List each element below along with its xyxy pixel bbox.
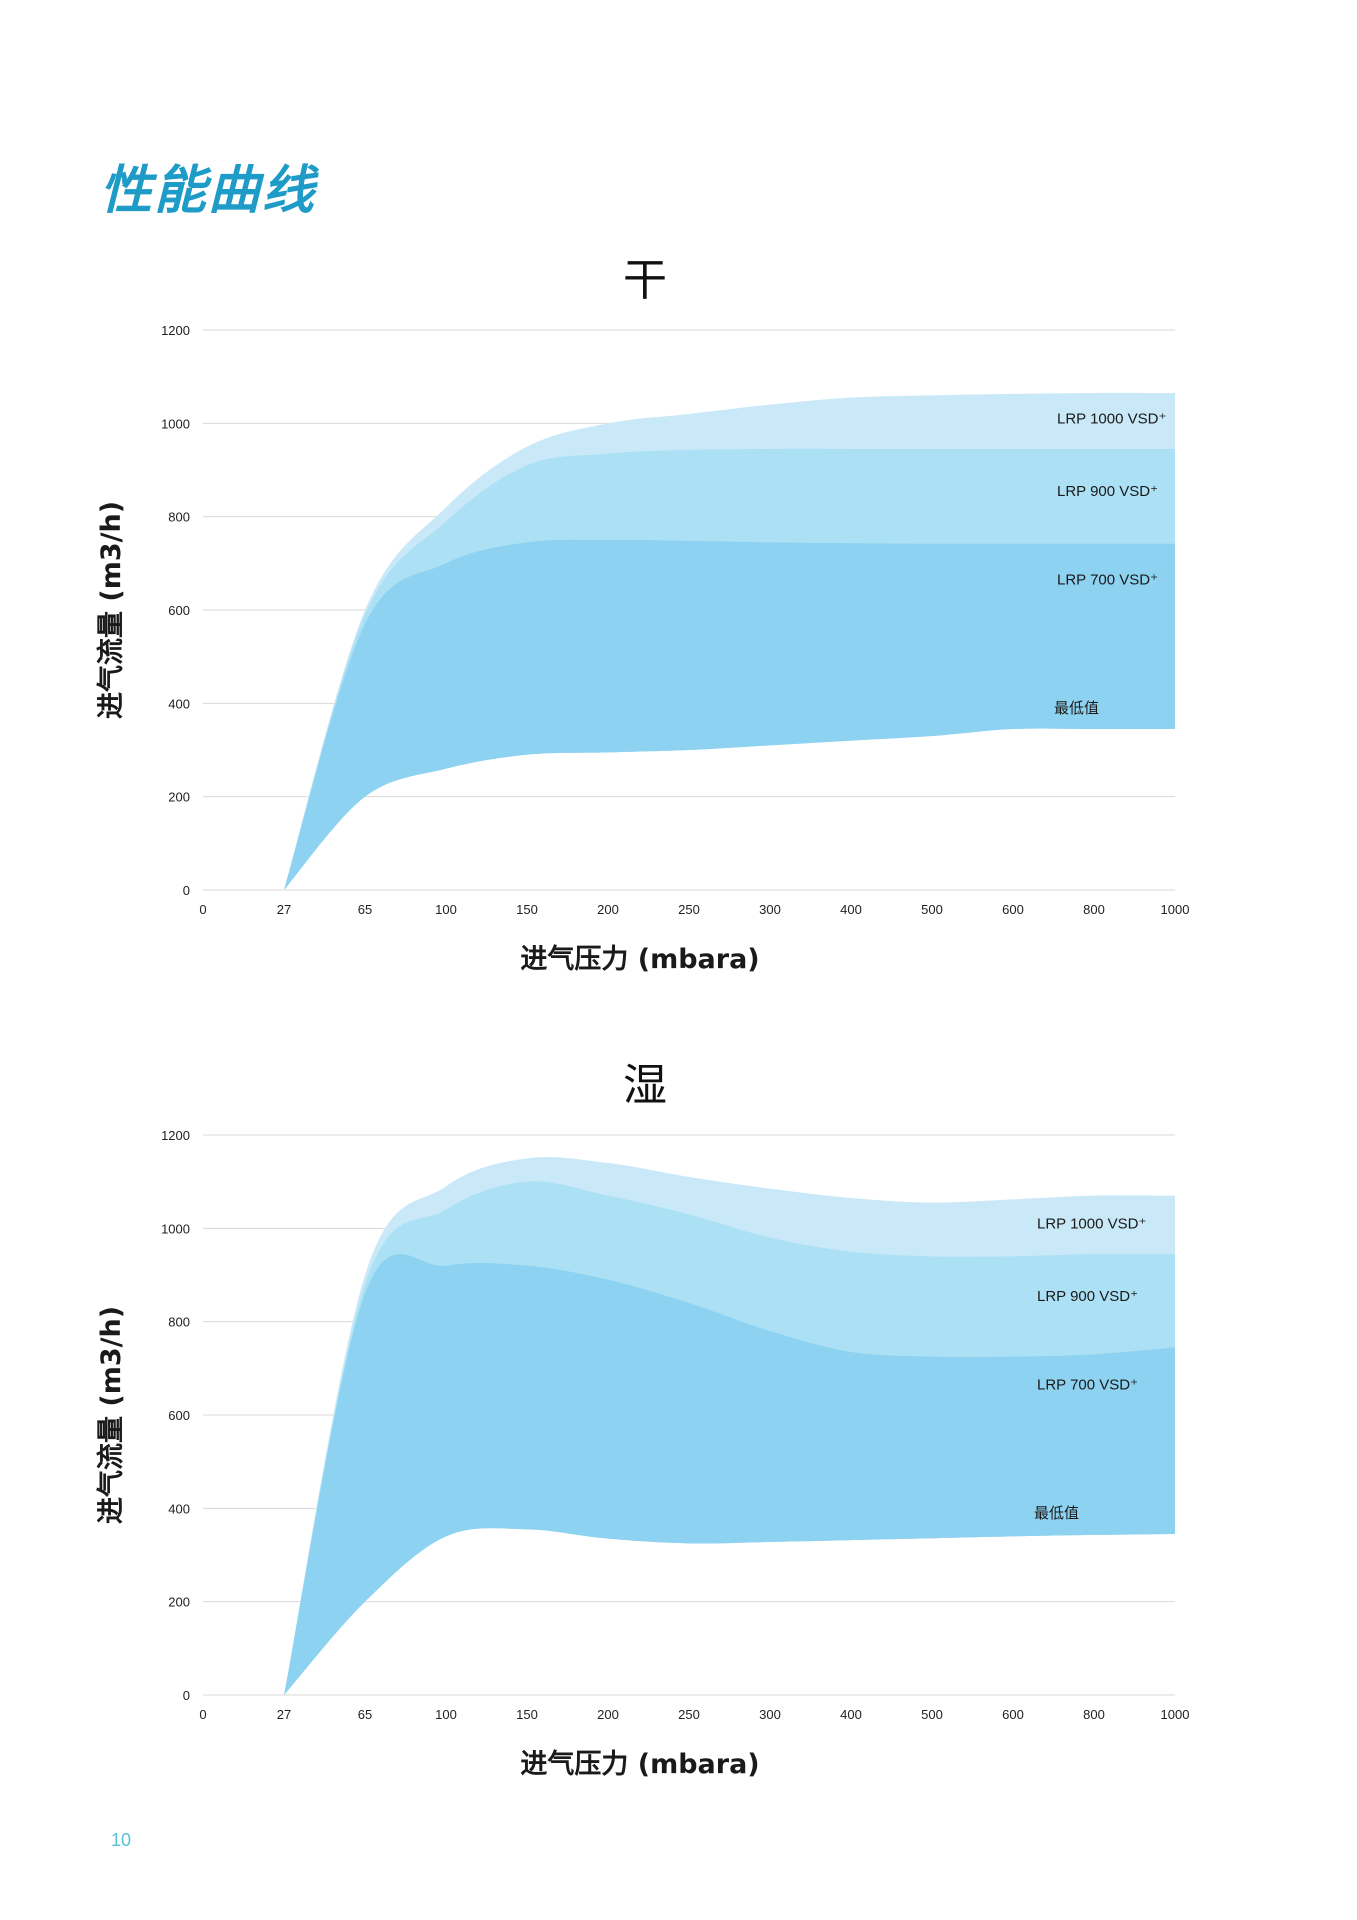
y-tick-label: 1000 — [161, 416, 190, 431]
x-tick-label: 200 — [597, 1707, 619, 1722]
series-label: LRP 900 VSD⁺ — [1057, 483, 1158, 500]
x-tick-label: 0 — [199, 902, 206, 917]
chart-dry: 干 0 200 400 600 800 1000 1200 LRP 1000 VSD⁺ LRP 9… — [0, 250, 1357, 1030]
x-tick-label: 65 — [358, 1707, 372, 1722]
x-axis-label: 进气压力 (mbara) — [520, 944, 759, 975]
y-axis-label: 进气流量 (m3/h) — [96, 1306, 127, 1524]
y-tick-label: 400 — [168, 1501, 190, 1516]
x-tick-label: 150 — [516, 902, 538, 917]
x-tick-label: 100 — [435, 1707, 457, 1722]
x-tick-label: 150 — [516, 1707, 538, 1722]
y-tick-label: 1200 — [161, 1128, 190, 1143]
y-tick-label: 0 — [183, 883, 190, 898]
area-lrp-700-vsd- — [284, 539, 1175, 890]
y-tick-label: 800 — [168, 510, 190, 525]
y-axis-label: 进气流量 (m3/h) — [96, 501, 127, 719]
x-tick-label: 600 — [1002, 1707, 1024, 1722]
x-axis-label: 进气压力 (mbara) — [520, 1749, 759, 1780]
chart-title: 湿 — [623, 1060, 667, 1111]
x-tick-label: 27 — [277, 902, 291, 917]
y-tick-label: 600 — [168, 1408, 190, 1423]
page-title: 性能曲线 — [100, 161, 317, 221]
y-tick-label: 800 — [168, 1315, 190, 1330]
x-tick-label: 500 — [921, 902, 943, 917]
series-label: LRP 900 VSD⁺ — [1037, 1288, 1138, 1305]
y-tick-label: 200 — [168, 1595, 190, 1610]
x-tick-label: 250 — [678, 1707, 700, 1722]
series-label: LRP 700 VSD⁺ — [1037, 1377, 1138, 1394]
series-label: LRP 1000 VSD⁺ — [1057, 411, 1166, 428]
chart-wet: 湿 0 200 400 600 800 1000 1200 LRP 1000 VSD⁺ LRP 9… — [0, 1055, 1357, 1835]
x-tick-label: 65 — [358, 902, 372, 917]
x-tick-label: 300 — [759, 1707, 781, 1722]
x-tick-label: 27 — [277, 1707, 291, 1722]
y-tick-label: 1000 — [161, 1221, 190, 1236]
series-label: LRP 1000 VSD⁺ — [1037, 1216, 1146, 1233]
y-tick-label: 600 — [168, 603, 190, 618]
x-tick-label: 500 — [921, 1707, 943, 1722]
x-tick-label: 800 — [1083, 902, 1105, 917]
y-tick-label: 200 — [168, 790, 190, 805]
x-tick-label: 400 — [840, 902, 862, 917]
page-number: 10 — [111, 1830, 132, 1850]
y-tick-label: 0 — [183, 1688, 190, 1703]
series-label: LRP 700 VSD⁺ — [1057, 572, 1158, 589]
x-tick-label: 1000 — [1161, 1707, 1190, 1722]
x-tick-label: 400 — [840, 1707, 862, 1722]
x-tick-label: 100 — [435, 902, 457, 917]
area-lrp-700-vsd- — [284, 1254, 1175, 1695]
series-label: 最低值 — [1034, 1505, 1079, 1522]
x-tick-label: 600 — [1002, 902, 1024, 917]
x-tick-label: 800 — [1083, 1707, 1105, 1722]
series-label: 最低值 — [1054, 700, 1099, 717]
x-tick-label: 0 — [199, 1707, 206, 1722]
x-tick-label: 1000 — [1161, 902, 1190, 917]
y-tick-label: 400 — [168, 696, 190, 711]
x-tick-label: 300 — [759, 902, 781, 917]
x-tick-label: 200 — [597, 902, 619, 917]
chart-title: 干 — [623, 255, 667, 306]
x-tick-label: 250 — [678, 902, 700, 917]
y-tick-label: 1200 — [161, 323, 190, 338]
